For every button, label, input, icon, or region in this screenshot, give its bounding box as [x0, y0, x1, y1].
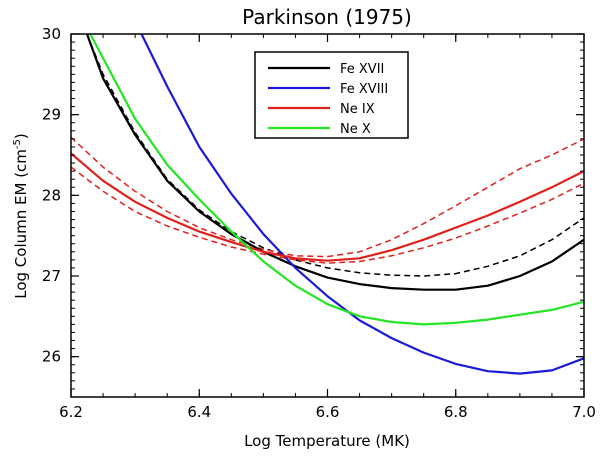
- tick-layer: 6.2 6.4 6.6 6.8 7.0 26 27 28 29 30: [42, 25, 596, 421]
- x-tick-label: 6.2: [59, 403, 83, 421]
- x-axis-label: Log Temperature (MK): [244, 432, 410, 450]
- x-tick-label: 7.0: [572, 403, 596, 421]
- series-line-0: [85, 34, 584, 291]
- series-line-5: [71, 136, 584, 258]
- series-line-3: [89, 34, 584, 326]
- y-tick-label: 26: [42, 348, 61, 366]
- legend-label: Ne X: [340, 122, 371, 137]
- legend-box: [254, 51, 409, 139]
- series-line-4: [86, 34, 584, 277]
- legend-label: Fe XVII: [340, 62, 384, 77]
- legend-label: Ne IX: [340, 102, 375, 117]
- series-layer: [71, 34, 584, 375]
- y-tick-label: 29: [42, 106, 61, 124]
- series-line-2: [71, 152, 584, 262]
- y-tick-label: 27: [42, 267, 61, 285]
- series-line-6: [71, 166, 584, 264]
- y-tick-label: 30: [42, 25, 61, 43]
- legend: Fe XVII Fe XVIII Ne IX Ne X: [254, 51, 409, 139]
- series-line-1: [140, 34, 584, 375]
- x-tick-label: 6.8: [444, 403, 468, 421]
- y-axis-label-main: Log Column EM (cm: [12, 149, 30, 299]
- y-axis-label: Log Column EM (cm-5): [12, 133, 30, 299]
- y-axis-label-close: ): [12, 133, 30, 139]
- chart-title: Parkinson (1975): [242, 5, 412, 29]
- y-tick-label: 28: [42, 186, 61, 204]
- legend-label: Fe XVIII: [340, 82, 388, 97]
- x-tick-label: 6.4: [187, 403, 211, 421]
- y-axis-label-group: Log Column EM (cm-5): [12, 133, 30, 299]
- y-axis-label-exponent: -5: [12, 139, 23, 149]
- x-tick-label: 6.6: [316, 403, 340, 421]
